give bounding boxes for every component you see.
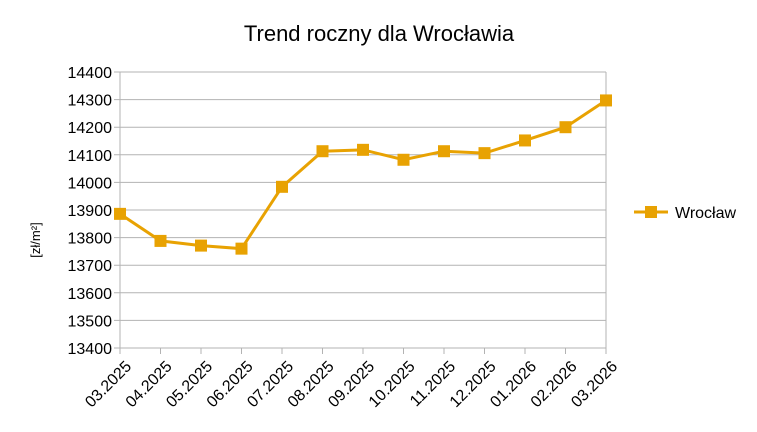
y-tick-label: 13500 xyxy=(68,313,113,330)
y-tick-label: 14000 xyxy=(68,175,113,192)
legend: Wrocław xyxy=(634,205,736,222)
legend-marker xyxy=(645,206,657,218)
data-point xyxy=(195,239,207,252)
y-tick-label: 14100 xyxy=(68,148,113,165)
y-tick-label: 13700 xyxy=(68,258,113,275)
y-tick-label: 13900 xyxy=(68,203,113,220)
data-point xyxy=(600,94,612,107)
data-point xyxy=(276,180,288,193)
data-point xyxy=(519,134,531,147)
data-point xyxy=(235,242,248,255)
data-point xyxy=(154,234,167,247)
chart-title: Trend roczny dla Wrocławia xyxy=(244,21,515,46)
y-tick-label: 13400 xyxy=(68,341,113,358)
y-tick-label: 13800 xyxy=(68,231,113,248)
data-point xyxy=(114,207,126,220)
data-point xyxy=(438,145,450,158)
y-tick-label: 14200 xyxy=(68,120,113,137)
data-point xyxy=(357,143,369,156)
series-line xyxy=(119,99,607,251)
y-tick-label: 14300 xyxy=(68,93,113,110)
legend-label: Wrocław xyxy=(675,205,736,222)
data-point xyxy=(397,153,410,166)
data-point xyxy=(478,147,491,160)
y-tick-label: 13600 xyxy=(68,286,113,303)
y-tick-label: 14400 xyxy=(68,65,113,82)
y-axis-label: [zł/m²] xyxy=(28,222,43,257)
data-point xyxy=(316,145,329,158)
data-point xyxy=(559,121,572,134)
